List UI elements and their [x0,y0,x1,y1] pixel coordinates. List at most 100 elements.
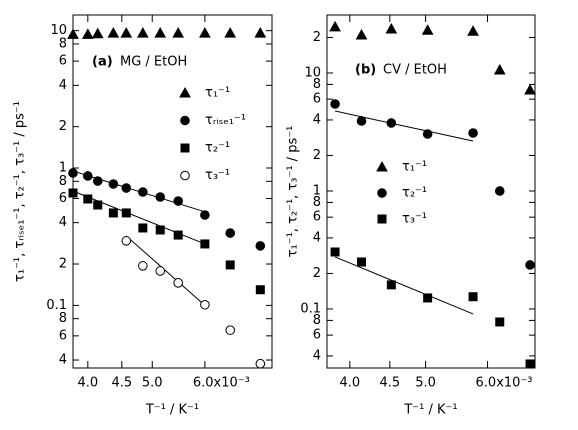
legend-marker [377,214,387,224]
square-marker [525,359,535,369]
circle-marker [121,183,132,193]
triangle-marker [91,27,104,39]
square-marker [93,200,103,210]
y-tick-label: 1 [313,183,321,198]
triangle-marker [154,27,167,38]
x-tick-label: 6.0x10⁻³ [193,376,250,391]
circle-marker [255,358,266,369]
legend-label: τ₂⁻¹ [205,141,230,156]
y-tick-label: 4 [59,78,67,93]
triangle-marker [493,63,506,75]
triangle-marker [385,22,398,34]
y-tick-label: 10 [50,23,67,38]
y-tick-label: 8 [313,195,321,210]
circle-marker [138,187,148,197]
legend-label: τ₃⁻¹ [205,168,230,183]
triangle-marker [329,20,341,32]
x-axis-label: T⁻¹ / K⁻¹ [403,403,457,418]
fit-line [334,110,474,142]
y-axis-label: τ₁⁻¹, τ₂⁻¹, τ₃⁻¹ / ps⁻¹ [286,126,301,258]
legend-label: τ₁⁻¹ [205,86,230,101]
square-marker [225,260,235,270]
y-tick-label: 1 [59,161,67,176]
circle-marker [468,128,478,138]
circle-marker [108,179,119,189]
legend-marker [180,170,190,181]
y-tick-label: 6 [59,191,67,206]
square-marker [255,285,265,295]
y-tick-label: 8 [313,313,321,328]
panel-title: MG / EtOH [120,55,187,70]
y-tick-label: 4 [313,230,321,245]
x-tick-label: 5.0 [142,376,163,391]
x-tick-label: 4.5 [379,376,400,391]
y-tick-label: 4 [313,112,321,127]
circle-marker [200,210,210,220]
panel-label: (a) [92,55,113,70]
triangle-marker [524,83,536,95]
x-tick-label: 4.0 [339,376,360,391]
legend-marker [179,86,191,98]
circle-marker [225,325,236,335]
square-marker [108,208,118,218]
legend-label: τᵣᵢₛₑ₁⁻¹ [205,113,246,128]
circle-marker [138,261,148,271]
circle-marker [200,299,210,310]
y-tick-label: 10 [304,65,321,80]
y-tick-label: 2 [313,266,321,281]
y-tick-label: 0.1 [300,301,321,316]
triangle-marker [107,27,120,38]
legend-marker [180,143,190,153]
legend-label: τ₃⁻¹ [402,212,427,227]
y-tick-label: 6 [59,328,67,343]
square-marker [138,223,148,233]
y-tick-label: 2 [59,257,67,272]
legend-marker [180,115,190,126]
legend-marker [377,188,387,198]
legend-marker [376,160,388,172]
square-marker [357,257,367,267]
square-marker [155,225,165,235]
circle-marker [422,129,433,139]
y-tick-label: 8 [59,36,67,51]
x-axis-label: T⁻¹ / K⁻¹ [145,403,199,418]
square-marker [423,293,433,303]
circle-marker [155,266,166,276]
square-marker [200,239,210,249]
circle-marker [155,192,166,202]
y-tick-label: 4 [313,348,321,363]
triangle-marker [199,27,211,38]
panel-title: CV / EtOH [383,63,447,78]
y-tick-label: 8 [59,311,67,326]
triangle-marker [172,27,185,38]
circle-marker [494,186,505,196]
x-tick-label: 4.0 [77,376,98,391]
x-tick-label: 4.5 [111,376,132,391]
y-tick-label: 6 [313,328,321,343]
fit-line [334,256,474,315]
y-tick-label: 8 [59,174,67,189]
triangle-marker [355,28,368,40]
fit-line [125,235,206,306]
square-marker [330,247,340,257]
circle-marker [330,99,340,109]
y-tick-label: 2 [59,119,67,134]
y-tick-label: 6 [313,92,321,107]
triangle-marker [81,28,94,39]
circle-marker [356,116,367,126]
square-marker [495,317,505,327]
triangle-marker [120,27,133,38]
x-tick-label: 6.0x10⁻³ [476,376,533,391]
triangle-marker [254,27,267,38]
y-tick-label: 6 [313,210,321,225]
y-axis-label: τ₁⁻¹, τᵣᵢₛₑ₁⁻¹, τ₂⁻¹, τ₃⁻¹ / ps⁻¹ [13,101,28,282]
legend-label: τ₂⁻¹ [402,186,427,201]
y-tick-label: 6 [59,54,67,69]
circle-marker [68,168,78,178]
plot-frame [326,14,536,369]
circle-marker [92,176,103,186]
circle-marker [121,236,132,246]
x-tick-label: 5.0 [415,376,436,391]
square-marker [121,208,131,218]
